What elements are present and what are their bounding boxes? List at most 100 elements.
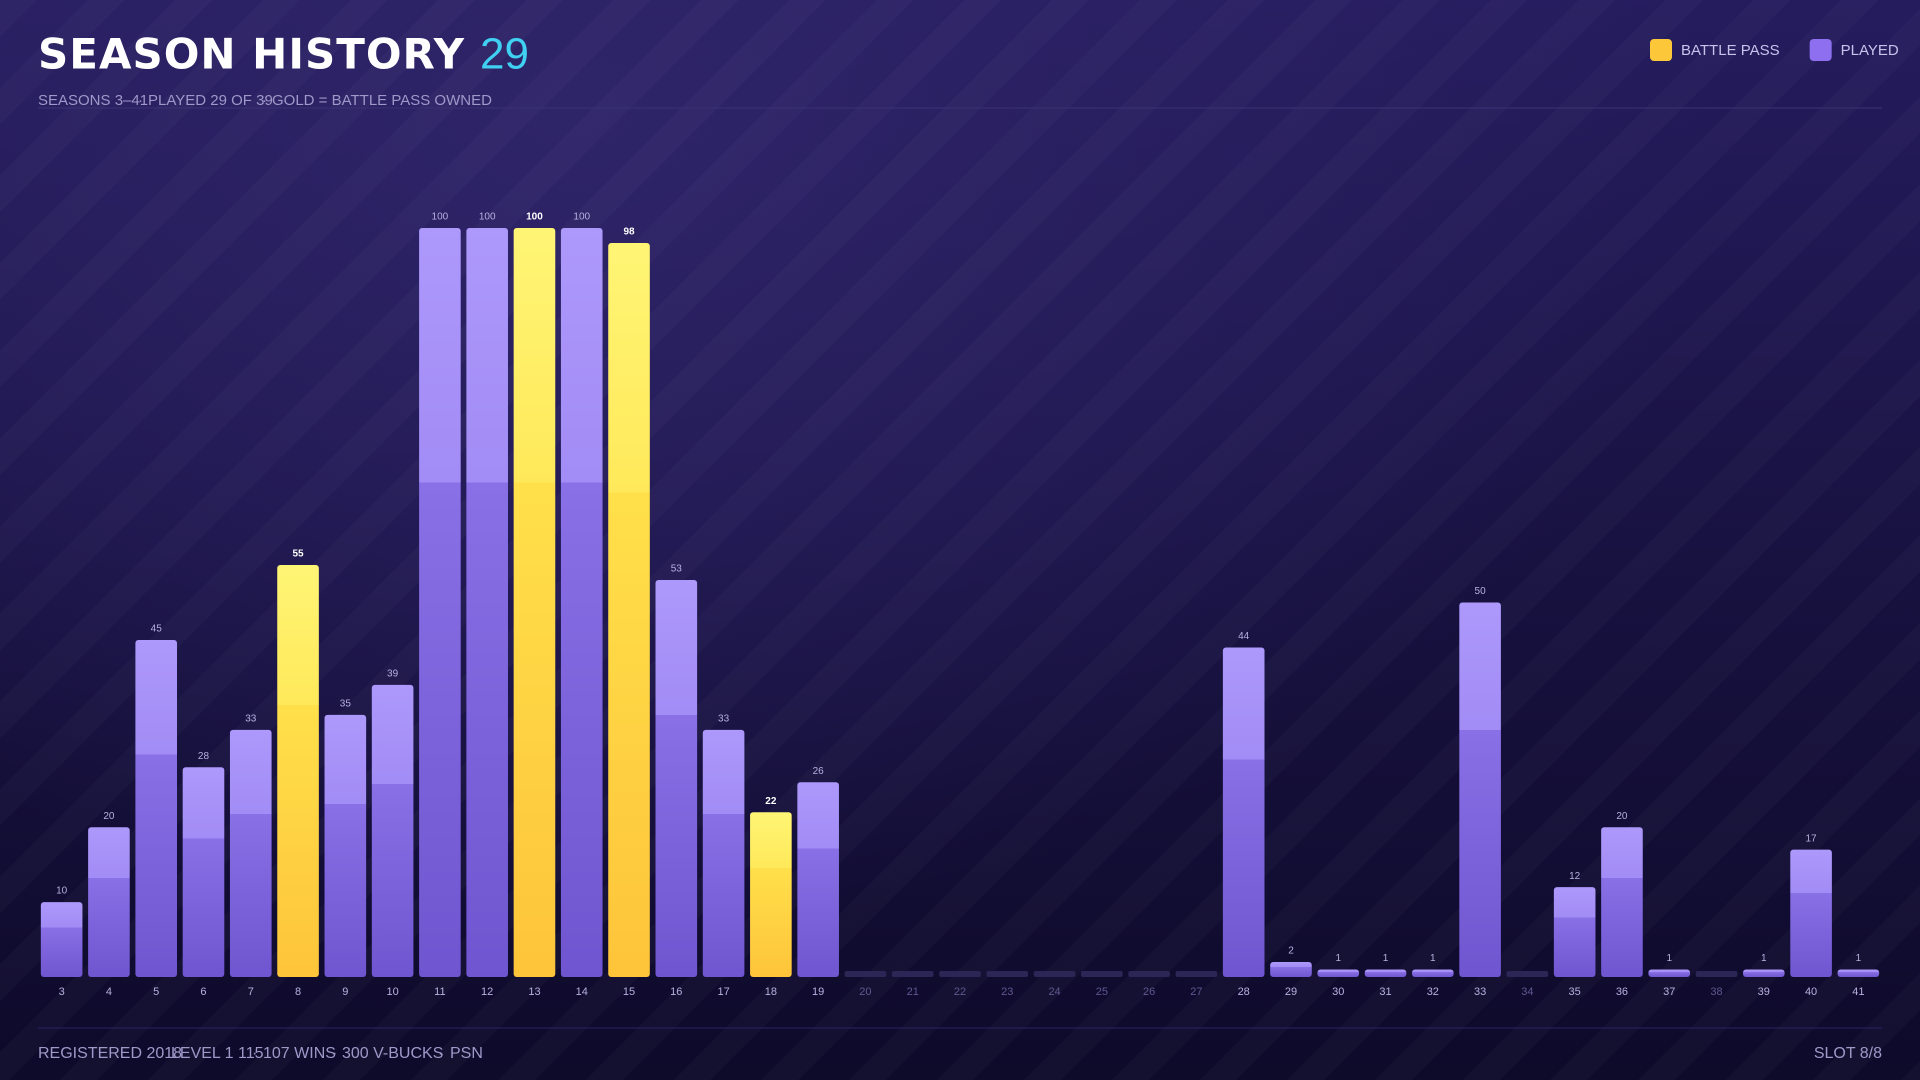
separator: · (262, 92, 267, 109)
x-tick-label: 5 (153, 986, 159, 998)
unplayed-stub (1128, 971, 1170, 977)
x-tick-label: 31 (1379, 986, 1391, 998)
x-tick-label: 28 (1238, 986, 1250, 998)
subtitle-played: PLAYED 29 OF 39 (148, 92, 273, 109)
x-tick-label: 17 (717, 986, 729, 998)
unplayed-stub (1506, 971, 1549, 977)
x-tick-label: 15 (623, 986, 635, 998)
unplayed-stub (1175, 971, 1218, 977)
value-label: 44 (1238, 631, 1250, 642)
played-bar (1553, 887, 1596, 977)
value-label: 33 (718, 713, 730, 724)
played-bar (88, 827, 130, 977)
unplayed-stub (1695, 971, 1738, 977)
unplayed-stub (939, 971, 981, 977)
x-tick-label: 7 (248, 986, 254, 998)
x-tick-label: 35 (1569, 986, 1581, 998)
value-label: 22 (765, 796, 777, 807)
slot: SLOT 8/8 (1814, 1045, 1882, 1062)
played-bar (324, 714, 367, 977)
value-label: 1 (1383, 953, 1389, 964)
value-label: 100 (479, 212, 496, 223)
unplayed-stub (844, 971, 887, 977)
legend-swatch (1650, 39, 1672, 61)
unplayed-stub (1081, 971, 1123, 977)
legend-swatch (1809, 39, 1832, 61)
value-label: 45 (151, 624, 163, 635)
played-bar (1317, 969, 1360, 977)
played-bar (1837, 969, 1880, 977)
x-tick-label: 3 (59, 986, 65, 998)
value-label: 100 (526, 212, 543, 223)
subtitle-gold: GOLD = BATTLE PASS OWNED (272, 92, 492, 109)
separator: · (438, 1045, 443, 1062)
value-label: 20 (103, 811, 115, 822)
footer-platform: PSN (450, 1045, 483, 1062)
x-tick-label: 29 (1285, 986, 1297, 998)
x-tick-label: 30 (1332, 986, 1344, 998)
x-tick-label: 36 (1616, 986, 1628, 998)
value-label: 39 (387, 669, 399, 680)
value-label: 20 (1616, 811, 1628, 822)
played-bar (655, 580, 698, 977)
value-label: 1 (1335, 953, 1341, 964)
value-label: 10 (56, 886, 68, 897)
x-tick-label: 10 (386, 986, 398, 998)
played-bar (1742, 969, 1785, 977)
value-label: 28 (198, 751, 210, 762)
x-tick-label: 33 (1474, 986, 1486, 998)
value-label: 26 (813, 766, 825, 777)
x-tick-label: 12 (481, 986, 493, 998)
legend-label: PLAYED (1841, 42, 1899, 59)
played-bar (1364, 969, 1407, 977)
x-tick-label: 34 (1521, 986, 1533, 998)
played-bar (419, 228, 461, 977)
x-tick-label: 41 (1852, 986, 1864, 998)
footer-level: LEVEL 1 115 (171, 1045, 264, 1062)
value-label: 1 (1666, 953, 1672, 964)
value-label: 100 (573, 212, 590, 223)
x-tick-label: 23 (1001, 986, 1013, 998)
x-tick-label: 21 (907, 986, 919, 998)
x-tick-label: 27 (1190, 986, 1202, 998)
x-tick-label: 11 (434, 986, 445, 998)
value-label: 50 (1475, 586, 1487, 597)
title: SEASON HISTORY (38, 30, 465, 79)
x-tick-label: 38 (1710, 986, 1722, 998)
x-tick-label: 22 (954, 986, 966, 998)
footer-vbucks: 300 V-BUCKS (342, 1045, 443, 1062)
played-bar (1222, 647, 1265, 977)
unplayed-stub (1033, 971, 1076, 977)
x-tick-label: 13 (528, 986, 540, 998)
value-label: 35 (340, 698, 352, 709)
played-bar (1270, 962, 1312, 977)
played-count: 29 (480, 30, 529, 79)
x-tick-label: 40 (1805, 986, 1817, 998)
x-tick-label: 14 (576, 986, 588, 998)
footer-wins: 107 WINS (263, 1045, 336, 1062)
separator: · (332, 1045, 337, 1062)
x-tick-label: 26 (1143, 986, 1155, 998)
footer-registered: REGISTERED 2018 (38, 1045, 182, 1062)
battle-pass-bar (513, 228, 556, 977)
value-label: 12 (1569, 871, 1581, 882)
played-bar (135, 639, 178, 977)
battle-pass-bar (608, 242, 650, 978)
x-tick-label: 19 (812, 986, 824, 998)
x-tick-label: 25 (1096, 986, 1108, 998)
x-tick-label: 4 (106, 986, 112, 998)
subtitle-range: SEASONS 3–41 (38, 92, 148, 109)
played-bar (797, 782, 839, 977)
played-bar (560, 228, 603, 977)
played-bar (1459, 602, 1501, 977)
played-bar (702, 729, 745, 977)
value-label: 1 (1430, 953, 1436, 964)
x-tick-label: 18 (765, 986, 777, 998)
value-label: 100 (432, 212, 449, 223)
value-label: 1 (1761, 953, 1767, 964)
legend-label: BATTLE PASS (1681, 42, 1780, 59)
played-bar (466, 228, 508, 977)
value-label: 17 (1806, 833, 1818, 844)
